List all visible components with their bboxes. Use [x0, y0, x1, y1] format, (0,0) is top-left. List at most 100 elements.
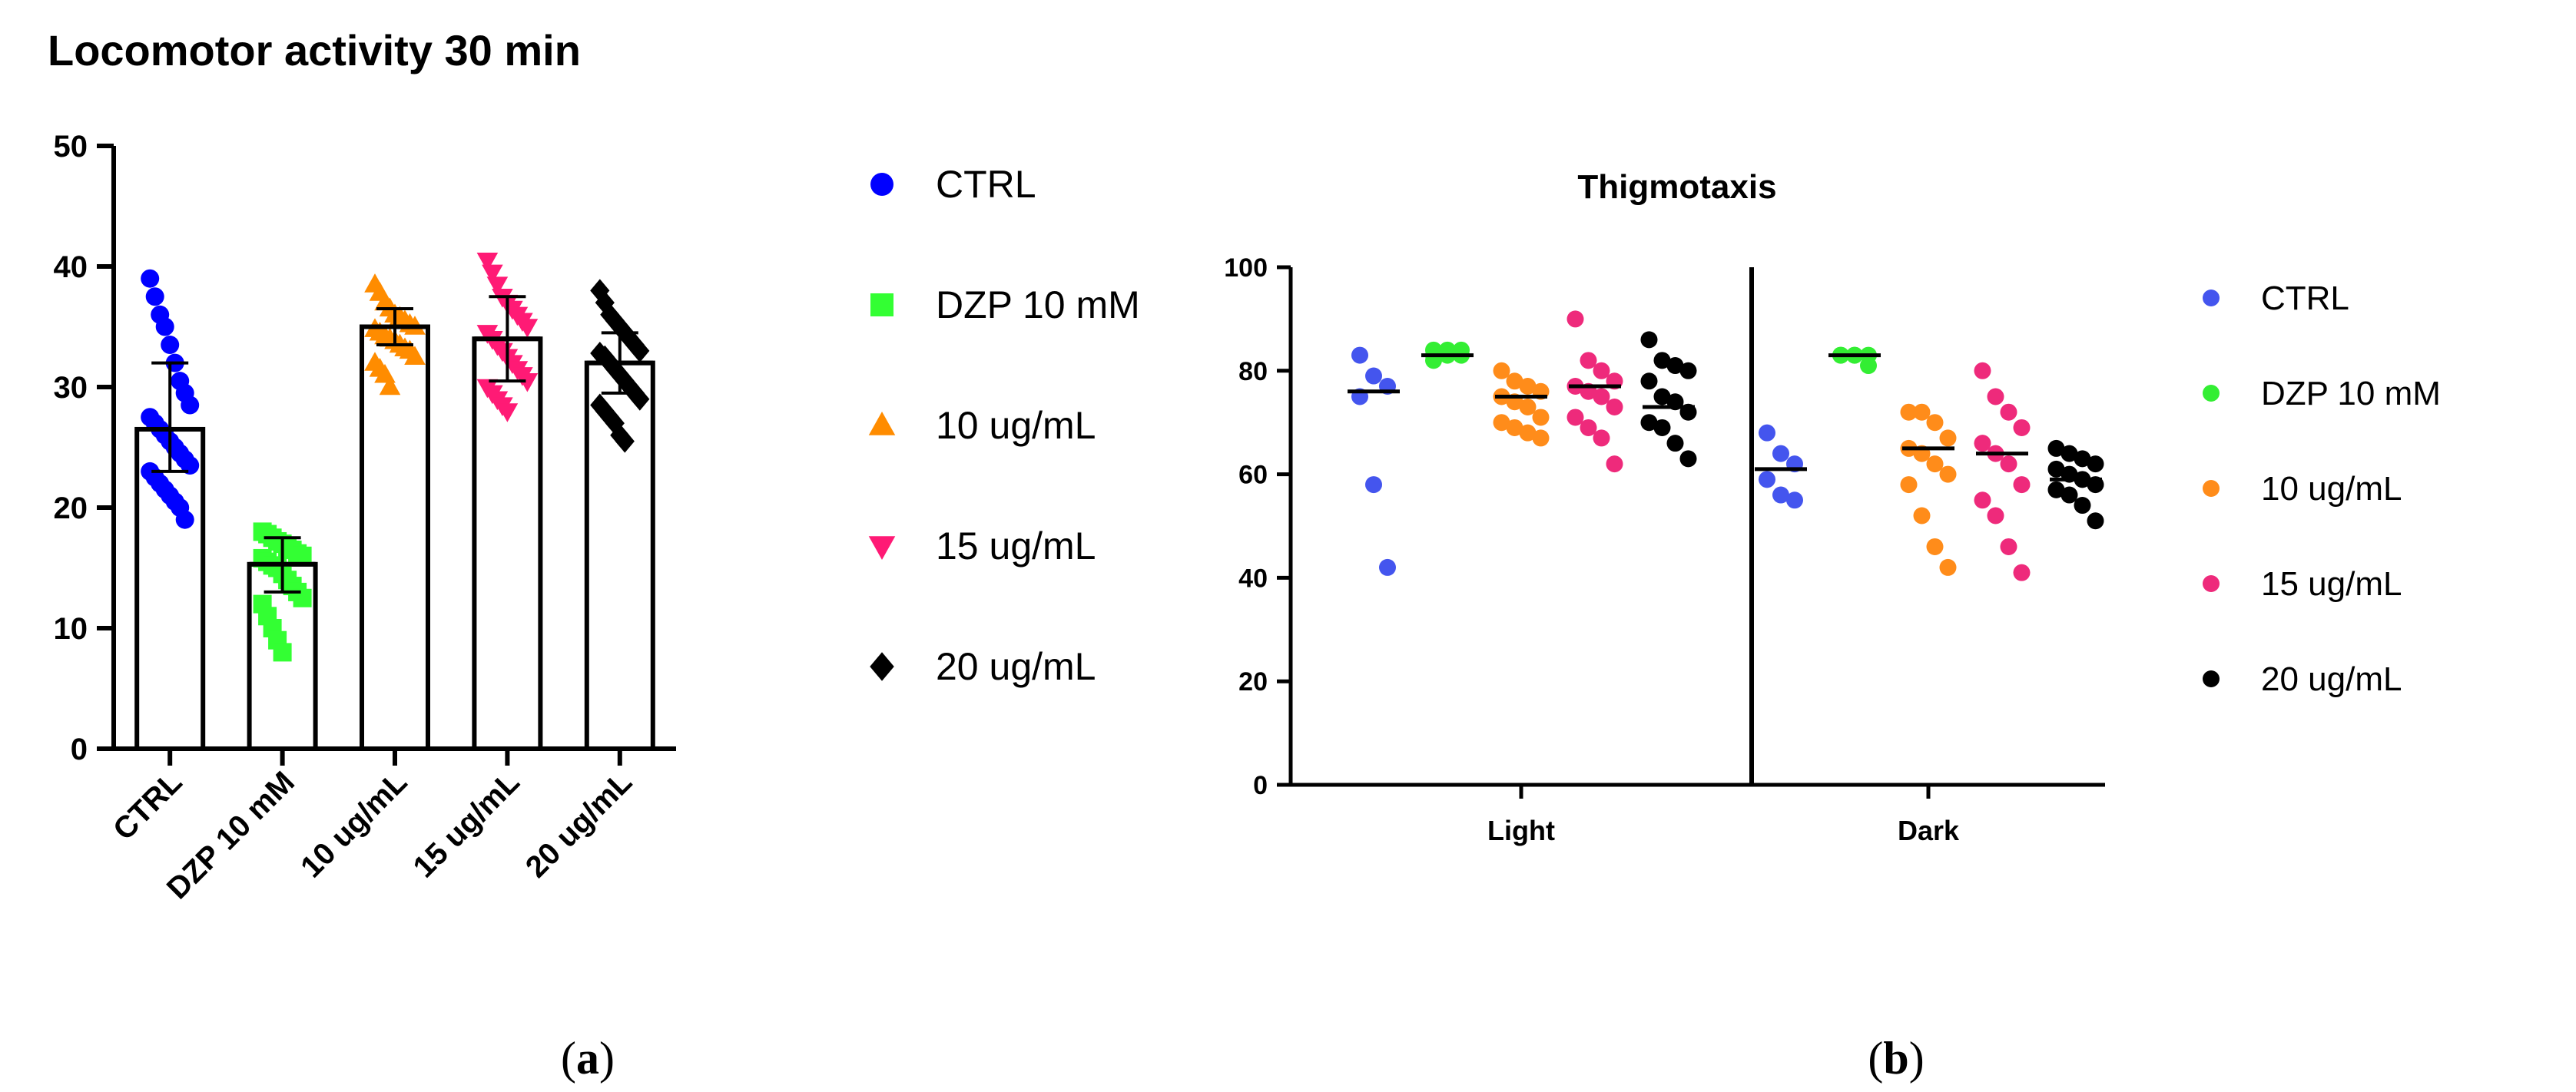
chart-b-y-tick-label: 20 [1238, 667, 1268, 697]
chart-b-y-tick-label: 60 [1238, 461, 1268, 490]
legend-b-label-dzp-10-mm: DZP 10 mM [2261, 375, 2441, 412]
point-dark-ctrl [1759, 471, 1775, 488]
point-dark-10-ug-ml [1939, 429, 1957, 447]
point-dark-15-ug-ml [2013, 476, 2031, 494]
chart-b-x-tick-label: Light [1487, 815, 1555, 846]
chart-b-points [1351, 310, 2104, 581]
caption-a: (a) [561, 1033, 615, 1084]
point-dark-20-ug-ml [2074, 497, 2091, 515]
legend-a-marker-ctrl [870, 173, 893, 196]
point-ctrl [175, 510, 194, 529]
point-10-ug-ml [404, 346, 426, 365]
point-light-20-ug-ml [1653, 388, 1671, 405]
chart-b-legend: CTRL DZP 10 mM 10 ug/mL 15 ug/mL 20 ug/mL [2203, 280, 2441, 698]
chart-a-title: Locomotor activity 30 min [48, 26, 581, 74]
point-light-15-ug-ml [1606, 398, 1623, 415]
point-ctrl [155, 317, 174, 336]
chart-a-y-tick-label: 20 [54, 491, 88, 525]
chart-a-x-tick-label: 15 ug/mL [406, 765, 525, 884]
chart-a-x-tick-label: 20 ug/mL [519, 765, 638, 884]
point-light-20-ug-ml [1640, 331, 1658, 349]
legend-b-marker-dzp-10-mm [2203, 385, 2220, 402]
point-light-10-ug-ml [1532, 429, 1550, 447]
point-15-ug-ml [496, 403, 519, 422]
point-light-15-ug-ml [1580, 419, 1597, 436]
point-light-20-ug-ml [1653, 419, 1671, 436]
legend-a-marker-15-ug-ml [868, 536, 896, 560]
legend-b-marker-10-ug-ml [2203, 480, 2220, 497]
point-dark-15-ug-ml [2000, 403, 2017, 421]
point-light-20-ug-ml [1679, 362, 1697, 379]
point-dark-10-ug-ml [1913, 403, 1931, 421]
legend-a-label-15-ug-ml: 15 ug/mL [936, 524, 1096, 568]
point-light-15-ug-ml [1566, 310, 1584, 328]
point-light-10-ug-ml [1506, 372, 1523, 390]
point-20-ug-ml [595, 399, 615, 423]
legend-b-15-ug-ml: 15 ug/mL [2203, 565, 2402, 603]
chart-a-y-tick-label: 50 [54, 130, 88, 164]
point-dark-ctrl [1772, 445, 1789, 462]
point-light-15-ug-ml [1566, 409, 1584, 426]
point-15-ug-ml [476, 252, 499, 272]
point-ctrl [145, 287, 164, 306]
point-light-ctrl [1379, 558, 1396, 576]
chart-b-x-tick-label: Dark [1898, 815, 1960, 846]
point-20-ug-ml [625, 333, 645, 357]
point-light-15-ug-ml [1593, 429, 1610, 447]
point-15-ug-ml [486, 276, 509, 296]
chart-b-median-lines [1348, 353, 2102, 481]
point-dark-10-ug-ml [1926, 455, 1944, 473]
point-dark-10-ug-ml [1900, 476, 1918, 494]
point-dark-15-ug-ml [2000, 538, 2017, 555]
point-light-10-ug-ml [1506, 419, 1523, 436]
point-dark-15-ug-ml [1974, 435, 1991, 452]
legend-a-marker-dzp-10-mm [870, 293, 893, 316]
chart-a-y-tick-label: 40 [54, 250, 88, 284]
point-dark-ctrl [1759, 424, 1775, 442]
point-light-10-ug-ml [1532, 409, 1550, 426]
chart-a-x-tick-label: 10 ug/mL [294, 765, 413, 884]
legend-a-ctrl: CTRL [870, 163, 1036, 206]
panel-b-thigmotaxis-chart: Thigmotaxis 0 20 40 60 80 100 Light Dark CTRL DZ… [1224, 168, 2441, 1084]
point-20-ug-ml [600, 405, 620, 429]
legend-a-dzp-10-mm: DZP 10 mM [870, 283, 1140, 326]
chart-b-y-tick-label: 80 [1238, 357, 1268, 386]
point-dark-20-ug-ml [2087, 512, 2104, 530]
point-dark-ctrl [1772, 486, 1789, 504]
point-light-15-ug-ml [1606, 455, 1623, 473]
chart-a-y-tick-label: 10 [54, 612, 88, 646]
point-15-ug-ml [482, 264, 503, 284]
point-light-ctrl [1351, 346, 1368, 364]
point-dark-20-ug-ml [2060, 445, 2078, 462]
point-light-20-ug-ml [1666, 357, 1684, 375]
chart-a-legend: CTRL DZP 10 mM 10 ug/mL 15 ug/mL 20 ug/mL [868, 163, 1140, 688]
point-dark-10-ug-ml [1926, 414, 1944, 432]
point-dark-10-ug-ml [1913, 507, 1931, 524]
point-light-10-ug-ml [1519, 378, 1537, 395]
point-20-ug-ml [600, 303, 620, 326]
legend-b-label-ctrl: CTRL [2261, 280, 2349, 317]
point-20-ug-ml [630, 339, 650, 362]
point-ctrl [181, 395, 200, 415]
chart-b-axes: 0 20 40 60 80 100 Light Dark [1224, 253, 2105, 846]
caption-b: (b) [1868, 1033, 1924, 1084]
legend-a-20-ug-ml: 20 ug/mL [870, 645, 1096, 688]
point-light-15-ug-ml [1593, 388, 1610, 405]
point-light-ctrl [1365, 367, 1382, 385]
point-dark-10-ug-ml [1939, 558, 1957, 576]
point-10-ug-ml [379, 376, 401, 395]
legend-b-marker-ctrl [2203, 290, 2220, 306]
point-dark-15-ug-ml [1974, 491, 1991, 509]
point-ctrl [161, 336, 180, 355]
point-dark-15-ug-ml [2013, 419, 2031, 436]
point-light-20-ug-ml [1640, 372, 1658, 390]
point-dark-15-ug-ml [1974, 362, 1991, 379]
point-light-10-ug-ml [1519, 398, 1537, 415]
point-dark-15-ug-ml [1987, 507, 2004, 524]
legend-b-label-15-ug-ml: 15 ug/mL [2261, 565, 2402, 603]
point-light-20-ug-ml [1640, 414, 1658, 432]
point-15-ug-ml [516, 372, 539, 392]
legend-a-label-20-ug-ml: 20 ug/mL [936, 645, 1096, 688]
point-light-20-ug-ml [1666, 435, 1684, 452]
point-dark-10-ug-ml [1900, 403, 1918, 421]
